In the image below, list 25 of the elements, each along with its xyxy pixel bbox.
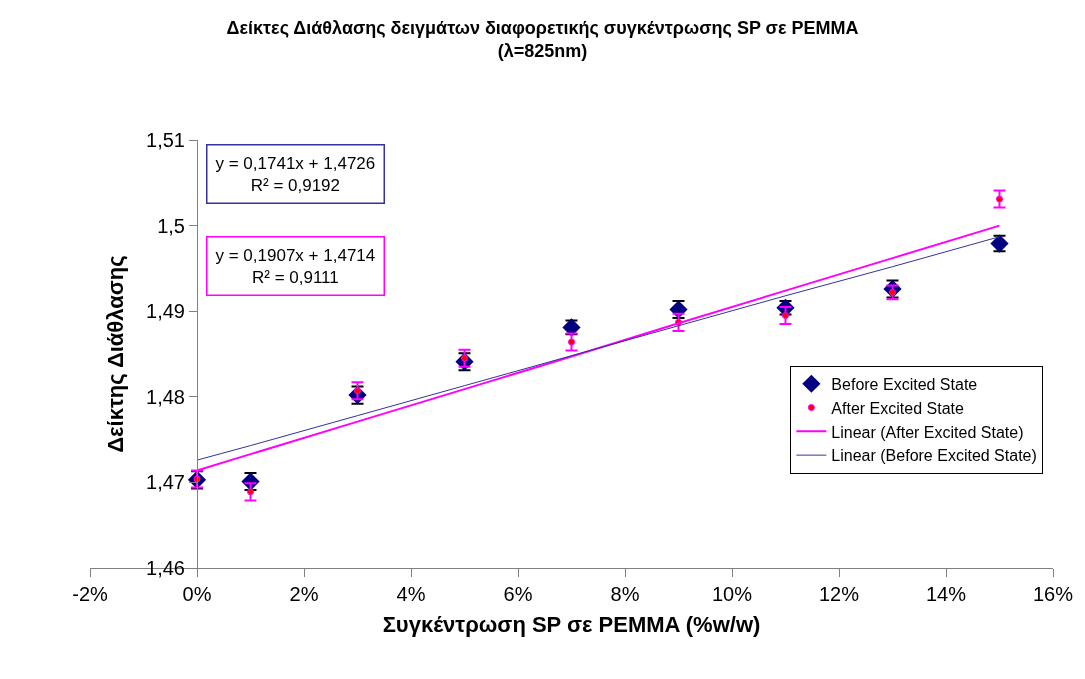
y-tick-label: 1,5: [157, 214, 185, 237]
x-tick-label: 2%: [289, 583, 319, 605]
x-tick-label: 6%: [503, 583, 533, 605]
legend-label: Linear (After Excited State): [831, 423, 1024, 441]
y-axis-title: Δείκτης Διάθλασης: [102, 255, 128, 453]
x-tick-label: 8%: [610, 583, 640, 605]
x-tick-label: 10%: [711, 583, 753, 605]
annotation: y = 0,1907x + 1,4714 R² = 0,9111: [215, 245, 376, 287]
y-tick-label: 1,51: [146, 129, 185, 151]
x-tick-label: 16%: [1032, 583, 1074, 605]
x-tick-label: 4%: [396, 583, 426, 605]
annotation: y = 0,1741x + 1,4726 R² = 0,9192: [215, 153, 376, 195]
legend-label: Linear (Before Excited State): [831, 447, 1037, 465]
y-tick-label: 1,46: [146, 557, 185, 579]
legend-label: Before Excited State: [831, 375, 978, 393]
y-tick-label: 1,47: [146, 471, 185, 494]
x-tick-label: 0%: [182, 583, 212, 605]
x-tick-label: -2%: [72, 583, 108, 605]
x-axis-title: Συγκέντρωση SP σε PEMMA (%w/w): [382, 611, 761, 637]
y-tick-label: 1,49: [146, 300, 185, 323]
x-tick-label: 12%: [818, 583, 860, 605]
x-tick-label: 14%: [925, 583, 967, 605]
legend-label: After Excited State: [831, 399, 964, 417]
chart-title: Δείκτες Διάθλασης δειγμάτων διαφορετικής συγκέντρωσης SP σε PEMMA (λ=825nm): [226, 17, 859, 62]
y-tick-label: 1,48: [146, 385, 185, 408]
